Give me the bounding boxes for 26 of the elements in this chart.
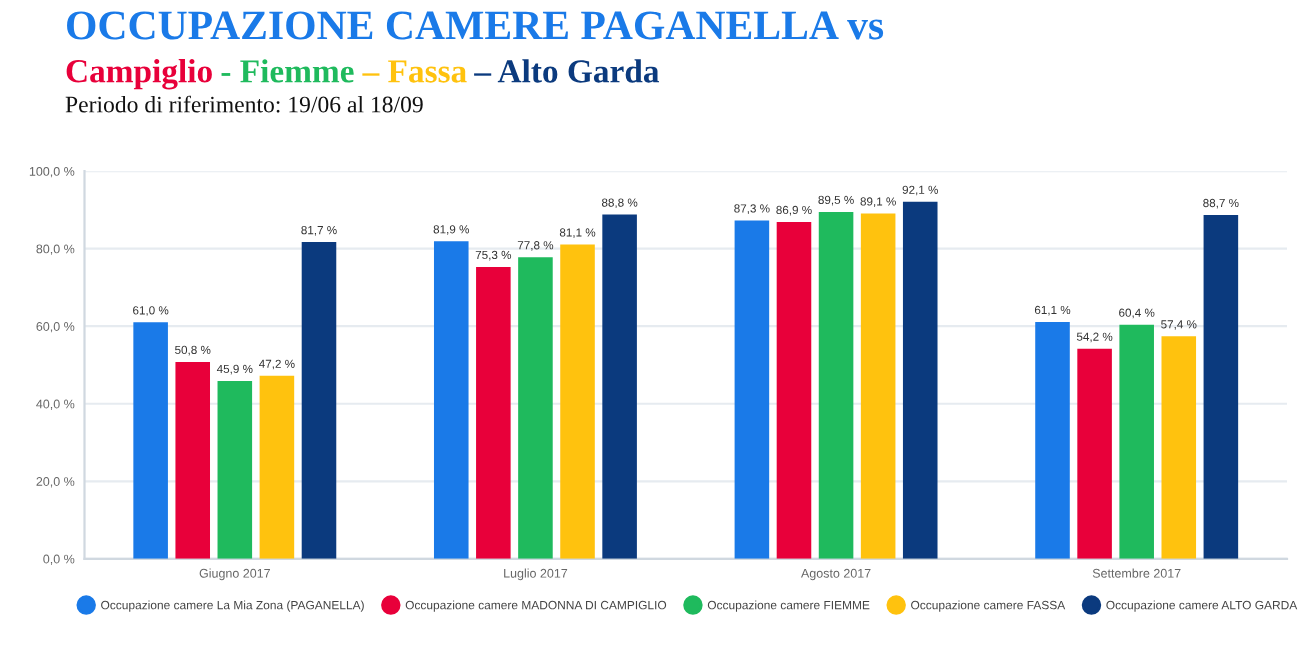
bar bbox=[560, 244, 595, 559]
bar bbox=[175, 361, 211, 559]
bar bbox=[602, 214, 637, 559]
text: – Fassa bbox=[362, 60, 467, 83]
bar bbox=[1035, 321, 1070, 559]
text: - Fiemme bbox=[221, 59, 354, 83]
bar bbox=[1077, 348, 1112, 559]
bar bbox=[1203, 214, 1239, 559]
text: – Alto Garda bbox=[474, 59, 660, 83]
bar bbox=[776, 221, 812, 559]
bar bbox=[818, 211, 854, 559]
bar bbox=[433, 241, 469, 559]
bar bbox=[902, 201, 938, 559]
bar bbox=[217, 380, 253, 559]
bar bbox=[734, 220, 770, 559]
chart-title: OCCUPAZIONE CAMERE PAGANELLA vs bbox=[67, 11, 884, 40]
bar bbox=[518, 257, 553, 559]
chart-subtitle: Periodo di riferimento: 19/06 al 18/09 bbox=[65, 95, 423, 113]
bar bbox=[133, 322, 168, 559]
bar bbox=[860, 213, 896, 559]
bar bbox=[1161, 336, 1197, 559]
bar bbox=[476, 266, 511, 559]
bar bbox=[301, 242, 337, 559]
bar bbox=[1119, 324, 1154, 559]
bar bbox=[259, 375, 295, 559]
text: Campiglio bbox=[66, 59, 212, 90]
